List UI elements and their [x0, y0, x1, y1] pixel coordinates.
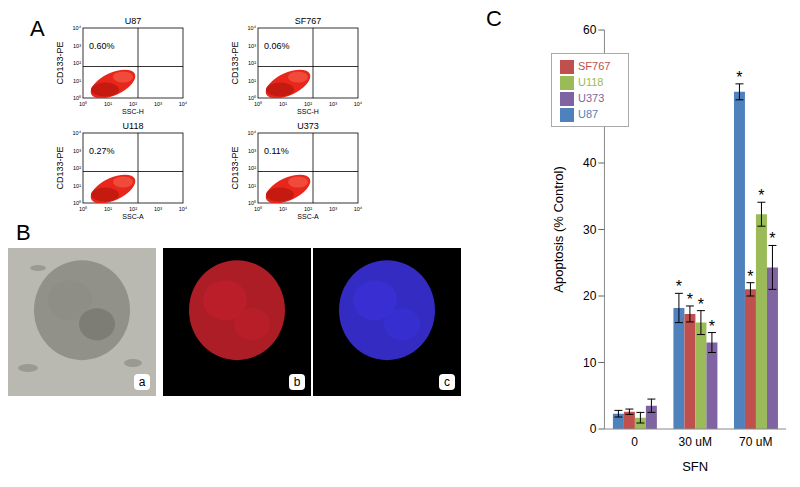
svg-text:10²: 10² [248, 60, 256, 66]
svg-text:*: * [687, 291, 693, 308]
svg-text:10¹: 10¹ [248, 78, 256, 84]
svg-text:10¹: 10¹ [73, 183, 81, 189]
svg-text:10³: 10³ [73, 148, 81, 154]
svg-text:0: 0 [590, 422, 597, 436]
svg-text:10⁰: 10⁰ [254, 101, 262, 107]
svg-text:SSC-A: SSC-A [122, 213, 144, 220]
svg-text:SFN: SFN [682, 459, 708, 474]
svg-text:30 uM: 30 uM [679, 435, 712, 449]
svg-text:SSC-A: SSC-A [297, 213, 319, 220]
svg-text:10⁰: 10⁰ [73, 200, 81, 206]
svg-text:10²: 10² [304, 101, 312, 107]
svg-text:10⁰: 10⁰ [248, 200, 256, 206]
svg-text:10⁴: 10⁴ [73, 130, 82, 136]
svg-text:10⁴: 10⁴ [354, 101, 363, 107]
svg-text:10⁴: 10⁴ [248, 130, 257, 136]
svg-text:b: b [294, 375, 301, 389]
svg-text:20: 20 [583, 289, 597, 303]
svg-text:10¹: 10¹ [104, 206, 112, 212]
svg-text:U87: U87 [125, 16, 142, 26]
svg-text:10⁴: 10⁴ [354, 206, 363, 212]
svg-text:10¹: 10¹ [73, 78, 81, 84]
svg-text:10⁰: 10⁰ [79, 101, 87, 107]
svg-text:SSC-H: SSC-H [297, 108, 319, 115]
svg-text:*: * [676, 278, 682, 295]
svg-text:50: 50 [583, 90, 597, 104]
svg-text:10¹: 10¹ [248, 183, 256, 189]
svg-text:40: 40 [583, 156, 597, 170]
svg-text:10⁰: 10⁰ [73, 95, 81, 101]
svg-text:Apoptosis (% Control): Apoptosis (% Control) [551, 166, 566, 292]
svg-text:10³: 10³ [329, 206, 337, 212]
svg-text:10³: 10³ [248, 43, 256, 49]
svg-text:*: * [736, 69, 742, 86]
svg-text:10²: 10² [248, 165, 256, 171]
svg-text:0.60%: 0.60% [89, 41, 115, 51]
svg-text:10³: 10³ [154, 206, 162, 212]
svg-text:c: c [444, 375, 450, 389]
svg-text:B: B [16, 220, 31, 245]
svg-text:0.06%: 0.06% [264, 41, 290, 51]
svg-text:*: * [698, 296, 704, 313]
svg-text:A: A [30, 16, 45, 41]
svg-text:*: * [747, 268, 753, 285]
svg-text:*: * [758, 187, 764, 204]
svg-text:CD133-PE: CD133-PE [55, 41, 65, 84]
svg-text:10¹: 10¹ [104, 101, 112, 107]
svg-text:70 uM: 70 uM [739, 435, 772, 449]
svg-text:U373: U373 [297, 121, 319, 131]
svg-text:SSC-H: SSC-H [122, 108, 144, 115]
svg-text:60: 60 [583, 23, 597, 37]
svg-text:10³: 10³ [73, 43, 81, 49]
svg-text:10²: 10² [129, 206, 137, 212]
svg-text:10⁰: 10⁰ [79, 206, 87, 212]
svg-text:10: 10 [583, 356, 597, 370]
svg-text:CD133-PE: CD133-PE [55, 146, 65, 189]
svg-text:SF767: SF767 [295, 16, 322, 26]
svg-text:10¹: 10¹ [279, 206, 287, 212]
svg-text:0: 0 [631, 435, 638, 449]
svg-text:10³: 10³ [329, 101, 337, 107]
svg-text:10⁰: 10⁰ [248, 95, 256, 101]
svg-text:U118: U118 [123, 121, 144, 131]
svg-text:CD133-PE: CD133-PE [230, 146, 240, 189]
svg-text:0.11%: 0.11% [264, 146, 289, 156]
svg-text:10⁴: 10⁴ [179, 101, 188, 107]
svg-text:10³: 10³ [248, 148, 256, 154]
svg-text:a: a [139, 375, 146, 389]
svg-text:*: * [709, 318, 715, 335]
svg-text:10³: 10³ [154, 101, 162, 107]
svg-text:10⁴: 10⁴ [248, 25, 257, 31]
svg-text:10²: 10² [73, 165, 81, 171]
svg-text:10¹: 10¹ [279, 101, 287, 107]
svg-text:10⁰: 10⁰ [254, 206, 262, 212]
svg-text:CD133-PE: CD133-PE [230, 41, 240, 84]
svg-text:10²: 10² [304, 206, 312, 212]
svg-text:0.27%: 0.27% [89, 146, 115, 156]
svg-text:30: 30 [583, 223, 597, 237]
svg-text:*: * [769, 230, 775, 247]
svg-text:10⁴: 10⁴ [73, 25, 82, 31]
svg-text:10⁴: 10⁴ [179, 206, 188, 212]
svg-text:10²: 10² [73, 60, 81, 66]
svg-text:10²: 10² [129, 101, 137, 107]
